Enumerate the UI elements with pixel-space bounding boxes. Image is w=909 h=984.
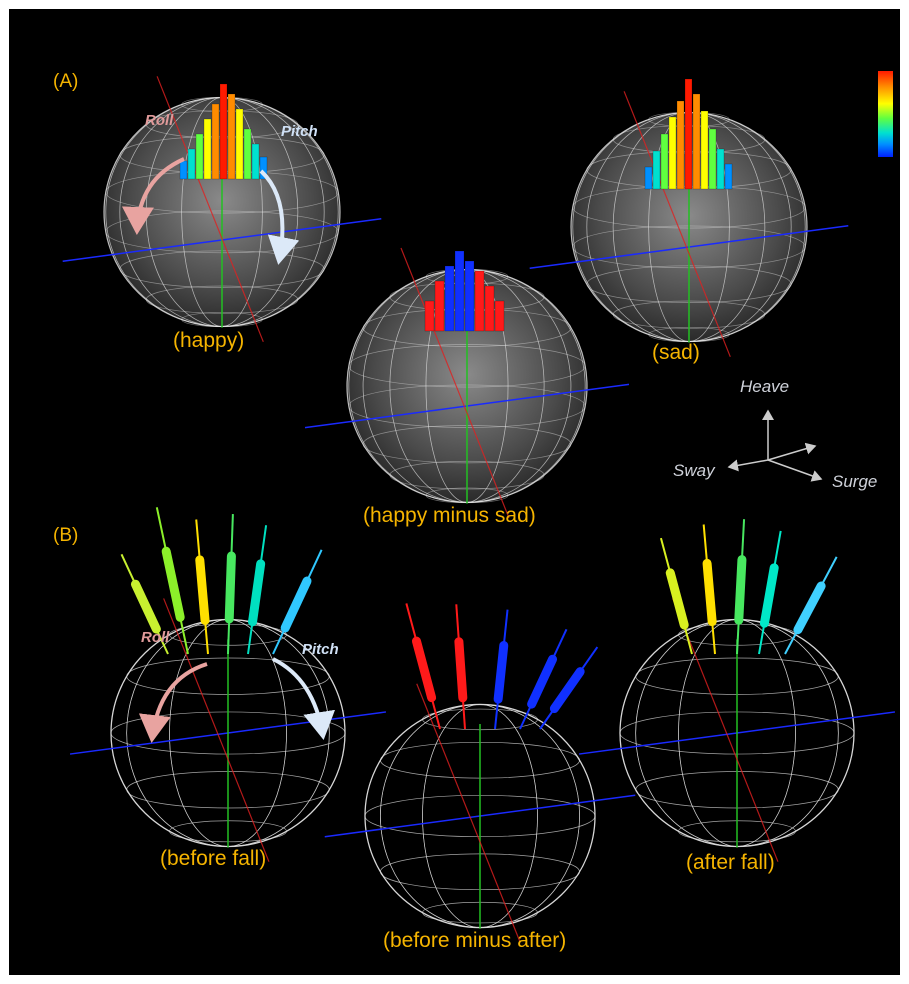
roll-label-a: Roll [145,112,174,129]
sphere-happy-minus-sad [304,247,630,519]
surge-label: Surge [832,472,878,491]
bars-happy-minus-sad [424,250,505,332]
roll-arrow-a [121,157,185,235]
roll-label-b: Roll [141,629,170,646]
pitch-label-b: Pitch [302,641,339,658]
sphere-before-minus-after [324,683,636,943]
caption-happy: (happy) [173,329,245,352]
pitch-label-a: Pitch [281,123,318,140]
figure-panel: (A) (B) (happy) (sad) (happy minus sad) … [9,9,900,975]
pitch-arrow-b [272,657,336,740]
sphere-happy [62,76,382,343]
caption-before-fall: (before fall) [160,847,267,870]
spikes-after-fall [659,519,838,655]
section-label-a: (A) [53,71,79,92]
section-label-b: (B) [53,525,79,546]
sway-label: Sway [673,461,715,480]
colorbar [878,71,893,157]
bars-happy [179,83,268,180]
caption-happy-minus-sad: (happy minus sad) [363,504,536,527]
caption-after-fall: (after fall) [686,851,775,874]
sphere-sad [529,91,849,358]
sphere-figure [62,76,896,943]
caption-sad: (sad) [652,341,700,364]
heave-label: Heave [740,377,790,396]
caption-before-minus-after: (before minus after) [383,929,567,952]
roll-arrow-b [138,662,208,743]
spikes-before-minus-after [405,603,599,730]
bars-sad [644,78,733,190]
pitch-arrow-a [259,169,300,265]
axes-legend [727,409,823,482]
spikes-before-fall [120,507,323,655]
